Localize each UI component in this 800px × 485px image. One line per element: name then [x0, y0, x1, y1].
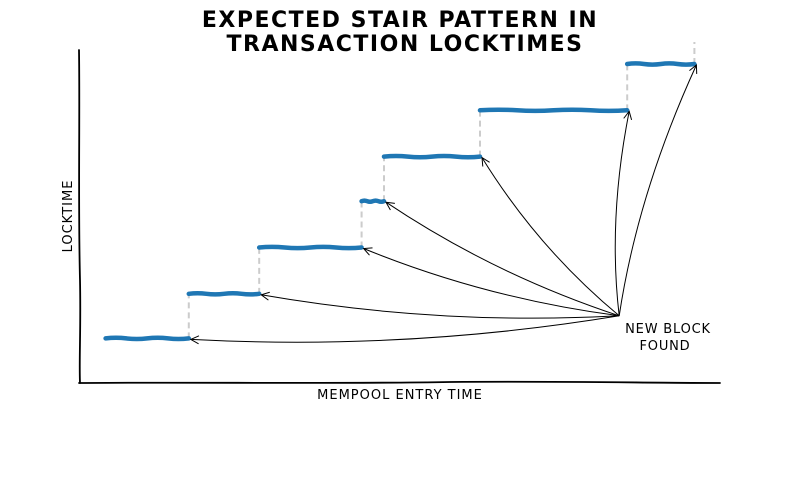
y-axis-label: LOCKTIME [61, 180, 76, 253]
annotation-arrow-1 [191, 315, 620, 342]
step-segment-1 [103, 335, 192, 342]
stair-series [103, 61, 697, 342]
step-segment-4 [359, 198, 387, 205]
step-segment-6 [477, 107, 630, 114]
riser-lines [187, 42, 696, 339]
annotation-arrow-3 [364, 249, 620, 317]
chart-title-line-2: TRANSACTION LOCKTIMES [227, 32, 584, 57]
annotation-arrow-7 [618, 65, 696, 316]
y-axis-line [78, 49, 82, 384]
step-segment-2 [186, 290, 262, 297]
x-axis-line [78, 380, 721, 384]
chart-title-line-1: EXPECTED STAIR PATTERN IN [202, 8, 598, 33]
x-axis-label: MEMPOOL ENTRY TIME [317, 388, 483, 403]
step-segment-3 [256, 244, 364, 251]
step-segment-5 [381, 153, 483, 160]
annotation-arrow-5 [482, 158, 620, 317]
annotation-arrows [191, 65, 697, 342]
annotation-arrow-6 [614, 111, 629, 316]
step-segment-7 [624, 61, 697, 67]
annotation-arrow-4 [386, 202, 620, 317]
annotation-line-2: FOUND [640, 339, 691, 354]
annotation-arrow-2 [261, 295, 620, 319]
annotation-line-1: NEW BLOCK [625, 322, 711, 337]
